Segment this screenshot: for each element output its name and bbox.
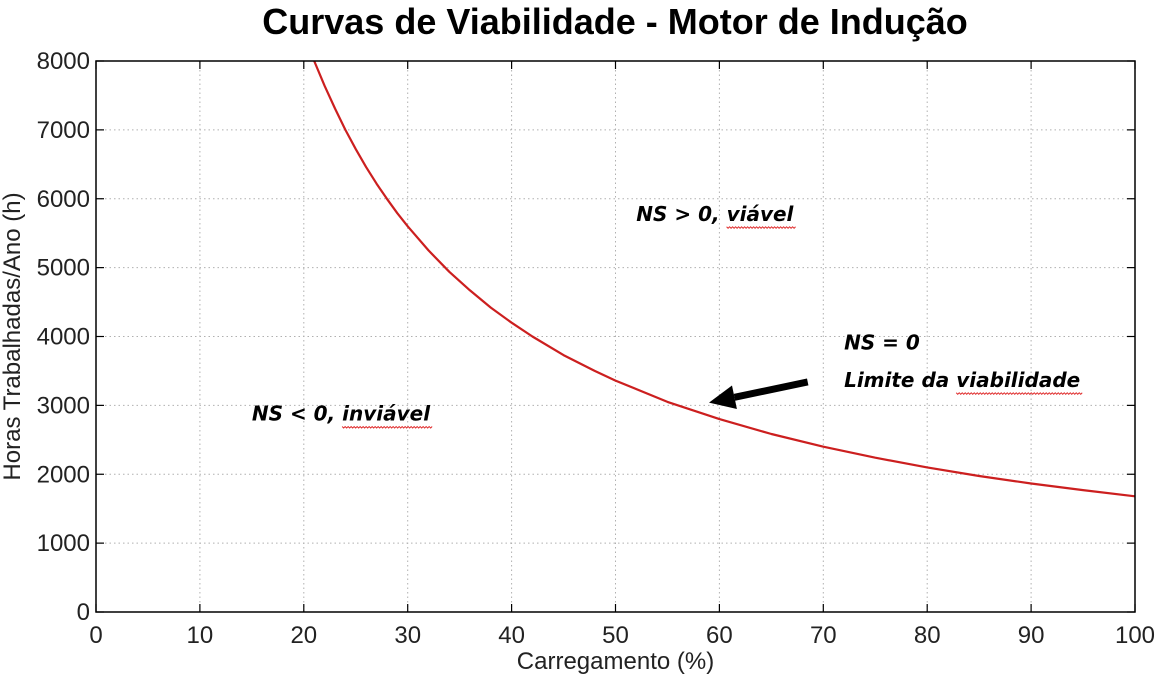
x-tick-label: 0 xyxy=(89,622,102,649)
annotation-label: NS > 0, viável xyxy=(636,202,794,226)
annotation-label: Limite da viabilidade xyxy=(844,368,1080,392)
x-tick-label: 70 xyxy=(810,622,837,649)
grid xyxy=(96,61,1135,612)
x-tick-label: 10 xyxy=(187,622,214,649)
series-layer xyxy=(313,60,1136,498)
annotation-label: NS = 0 xyxy=(844,331,920,355)
x-tick-label: 60 xyxy=(706,622,733,649)
y-tick-label: 3000 xyxy=(37,392,90,419)
y-tick-label: 1000 xyxy=(37,530,90,557)
arrow-head xyxy=(709,385,737,410)
y-tick-label: 7000 xyxy=(37,117,90,144)
y-tick-label: 8000 xyxy=(37,48,90,75)
x-tick-label: 50 xyxy=(602,622,629,649)
x-tick-label: 30 xyxy=(394,622,421,649)
annotation-label: NS < 0, inviável xyxy=(252,402,431,426)
y-tick-label: 2000 xyxy=(37,461,90,488)
arrow-shaft xyxy=(733,378,809,401)
y-axis-label: Horas Trabalhadas/Ano (h) xyxy=(0,192,26,480)
x-tick-label: 90 xyxy=(1018,622,1045,649)
spellcheck-underline xyxy=(955,392,1083,395)
chart-title: Curvas de Viabilidade - Motor de Indução xyxy=(262,1,967,42)
spellcheck-underline xyxy=(726,226,796,229)
ticks: 0 10 20 30 40 50 60 70 80 90 100010002000300040005… xyxy=(37,48,1155,649)
series-line xyxy=(313,60,1136,498)
x-tick-label: 20 xyxy=(290,622,317,649)
y-tick-label: 5000 xyxy=(37,255,90,282)
y-tick-label: 0 xyxy=(77,599,90,626)
x-axis-label: Carregamento (%) xyxy=(517,648,714,675)
y-tick-label: 6000 xyxy=(37,186,90,213)
annotations: NS > 0, viável NS = 0 Limite da viabilidad… xyxy=(252,202,1083,429)
x-tick-label: 40 xyxy=(498,622,525,649)
x-tick-label: 80 xyxy=(914,622,941,649)
x-tick-label: 100 xyxy=(1115,622,1155,649)
spellcheck-underline xyxy=(341,425,433,429)
y-tick-label: 4000 xyxy=(37,324,90,351)
